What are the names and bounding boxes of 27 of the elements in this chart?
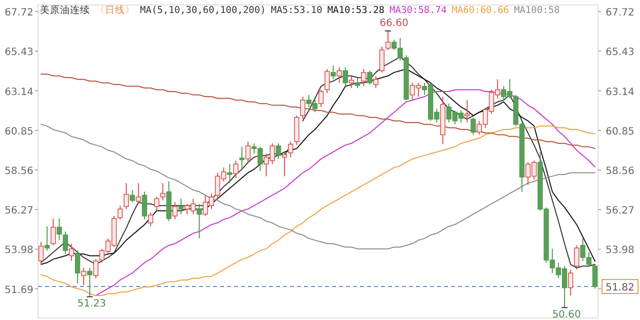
y2-tick-label: 56.27 — [606, 206, 634, 217]
y-tick-label: 56.27 — [4, 206, 34, 217]
text: MA10:53.28 — [327, 5, 385, 16]
annotation: 66.60 — [380, 18, 408, 29]
annotation: 51.23 — [77, 298, 106, 310]
y2-tick-label: 53.98 — [606, 245, 634, 256]
legend-title: MA(5,10,30,60,100,200) — [140, 5, 266, 16]
y2-tick-label: 67.72 — [606, 8, 634, 19]
y-tick-label: 60.85 — [4, 126, 34, 138]
y-tick-label: 67.72 — [4, 8, 34, 19]
text: MA5:53.10 — [270, 5, 323, 16]
y-tick-label: 51.69 — [4, 284, 34, 296]
text: MA100:58 — [514, 5, 560, 16]
annotation: 50.60 — [552, 310, 581, 320]
y-tick-label: 53.98 — [4, 245, 34, 256]
chart-subtitle: 〈日线〉 — [95, 4, 135, 16]
ref-line-label: 51.82 — [606, 282, 634, 294]
y-tick-label: 58.56 — [4, 166, 34, 177]
text: MA30:58.74 — [390, 5, 448, 16]
y2-tick-label: 63.14 — [606, 86, 634, 98]
y2-tick-label: 60.85 — [606, 126, 634, 138]
y-tick-label: 63.14 — [4, 86, 34, 98]
y-tick-label: 65.43 — [4, 47, 34, 58]
y2-tick-label: 58.56 — [606, 166, 634, 177]
y2-tick-label: 65.43 — [606, 47, 634, 58]
text: MA60:60.66 — [452, 5, 510, 16]
chart-title: 美原油连续 — [40, 4, 90, 16]
